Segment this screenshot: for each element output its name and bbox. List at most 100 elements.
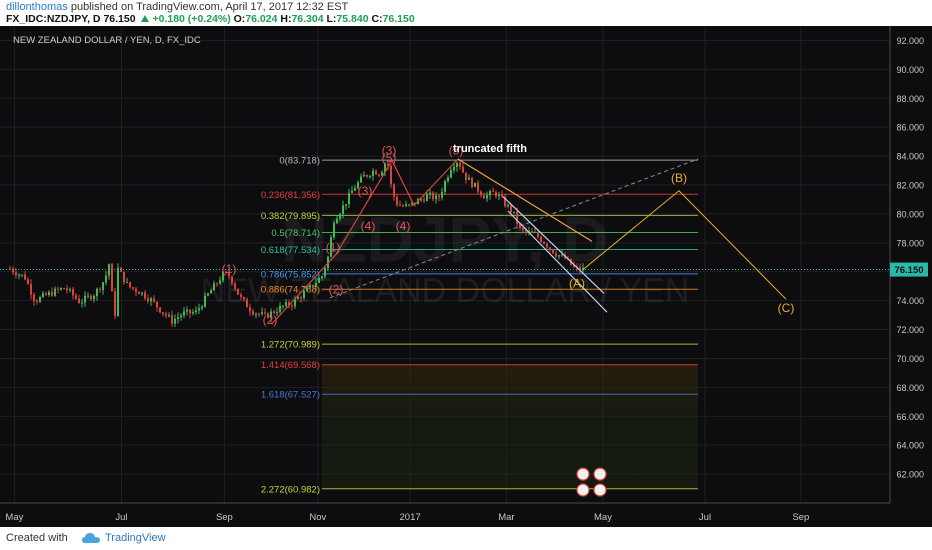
candle-body (63, 288, 65, 290)
candle-body (384, 163, 386, 173)
candle-body (24, 274, 26, 280)
candle-body (330, 237, 332, 257)
candle-body (258, 313, 260, 315)
candle-body (480, 191, 482, 196)
wave-label: (5) (382, 151, 397, 165)
candle-body (357, 182, 359, 189)
y-tick-label: 62.000 (896, 470, 924, 480)
wave-label: (B) (671, 171, 687, 185)
candle-body (405, 204, 407, 206)
candle-body (135, 288, 137, 292)
y-tick-label: 74.000 (896, 296, 924, 306)
y-tick-label: 90.000 (896, 65, 924, 75)
candle-body (36, 301, 38, 303)
open-label: O: (233, 13, 246, 25)
candle-body (444, 181, 446, 192)
candle-body (285, 302, 287, 306)
chart-panel[interactable]: NZDJPY, D NEW ZEALAND DOLLAR / YEN 0(83.7… (0, 26, 932, 527)
candle-body (366, 175, 368, 177)
candle-body (486, 195, 488, 199)
candle-body (111, 264, 113, 292)
candle-body (429, 192, 431, 195)
candle-body (498, 194, 500, 197)
candle-body (126, 282, 128, 284)
fib-level-label: 1.618(67.527) (261, 390, 320, 401)
candle-body (33, 294, 35, 302)
candle-body (360, 176, 362, 183)
candle-body (186, 309, 188, 312)
footer: Created with TradingView (0, 527, 932, 550)
x-tick-label: May (5, 512, 23, 523)
candle-body (447, 177, 449, 182)
candle-body (381, 172, 383, 176)
candle-body (39, 296, 41, 302)
candle-body (129, 282, 131, 288)
event-marker-icon[interactable] (593, 483, 607, 497)
time-axis[interactable] (0, 503, 890, 527)
footer-brand-link[interactable]: TradingView (105, 532, 166, 544)
event-marker-icon[interactable] (593, 467, 607, 481)
candle-body (246, 299, 248, 308)
candle-body (183, 311, 185, 316)
annotation-truncated-fifth: truncated fifth (453, 143, 527, 155)
candle-body (525, 229, 527, 232)
candle-body (96, 288, 98, 297)
wave-label: (1) (222, 262, 237, 276)
candle-body (393, 184, 395, 197)
candle-body (84, 295, 86, 303)
candle-body (459, 162, 461, 167)
candle-body (495, 191, 497, 197)
candle-body (540, 236, 542, 242)
event-marker-icon[interactable] (576, 483, 590, 497)
candle-body (210, 290, 212, 294)
candle-body (276, 312, 278, 314)
candle-body (420, 199, 422, 201)
candle-body (15, 272, 17, 276)
candle-body (264, 312, 266, 314)
high-value: 76.304 (291, 13, 324, 25)
wave-label: (3) (382, 144, 397, 158)
candle-body (516, 211, 518, 224)
candle-body (438, 195, 440, 198)
candle-body (216, 283, 218, 285)
candle-body (165, 313, 167, 316)
candle-body (234, 283, 236, 289)
x-tick-label: Sep (792, 512, 809, 523)
candle-body (267, 313, 269, 318)
candle-body (171, 315, 173, 324)
candle-body (189, 309, 191, 314)
symbol-label: FX_IDC:NZDJPY, D (6, 13, 101, 25)
author-link[interactable]: dillonthomas (6, 1, 68, 13)
candle-body (66, 288, 68, 291)
candle-body (192, 312, 194, 314)
candle-body (30, 284, 32, 295)
low-value: 75.840 (336, 13, 369, 25)
candle-body (309, 284, 311, 288)
y-tick-label: 66.000 (896, 412, 924, 422)
candle-body (117, 267, 119, 316)
watermark-name: NEW ZEALAND DOLLAR / YEN (201, 272, 690, 310)
candle-body (390, 165, 392, 185)
candle-body (465, 172, 467, 180)
candle-body (324, 268, 326, 277)
candle-body (138, 291, 140, 295)
fib-level-label: 1.414(69.568) (261, 360, 320, 371)
candle-body (291, 305, 293, 307)
candle-body (543, 241, 545, 244)
fib-level-label: 1.272(70.989) (261, 340, 320, 351)
candle-body (270, 311, 272, 318)
up-arrow-icon (141, 15, 150, 22)
candle-body (240, 294, 242, 298)
y-tick-label: 70.000 (896, 354, 924, 364)
candle-body (528, 231, 530, 233)
candle-body (177, 317, 179, 319)
x-tick-label: Sep (216, 512, 233, 523)
candle-body (27, 279, 29, 285)
event-marker-icon[interactable] (576, 467, 590, 481)
candle-body (45, 293, 47, 295)
candle-body (273, 311, 275, 313)
fib-level-label: 0(83.718) (279, 156, 320, 167)
candle-body (252, 311, 254, 315)
candle-body (303, 290, 305, 299)
